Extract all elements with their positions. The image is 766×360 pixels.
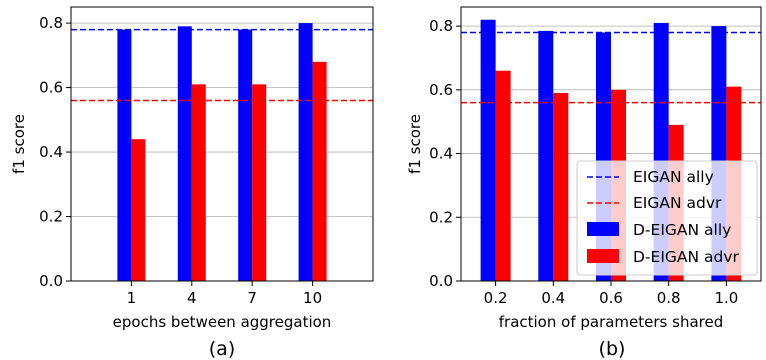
y-tick-label: 0.2 xyxy=(39,208,63,226)
legend-box xyxy=(576,160,758,276)
legend-label: EIGAN advr xyxy=(633,194,722,212)
x-tick-label: 0.6 xyxy=(599,289,623,307)
y-axis-label: f1 score xyxy=(10,114,28,174)
y-tick-label: 0.4 xyxy=(429,145,453,163)
y-tick-label: 0.6 xyxy=(39,79,63,97)
legend-label: D-EIGAN ally xyxy=(633,221,731,239)
bar-ally-0.4 xyxy=(538,30,554,281)
y-axis-label: f1 score xyxy=(406,114,424,174)
y-tick-label: 0.8 xyxy=(39,14,63,32)
plot-frame xyxy=(70,6,374,282)
bar-ally-4 xyxy=(177,26,192,282)
x-tick-label: 0.4 xyxy=(541,289,565,307)
x-tick-label: 10 xyxy=(303,289,322,307)
bar-advr-7 xyxy=(252,84,267,281)
bar-ally-10 xyxy=(298,23,313,282)
bar-advr-0.2 xyxy=(495,70,511,281)
legend-label: D-EIGAN advr xyxy=(633,248,740,266)
x-axis-label: epochs between aggregation xyxy=(113,313,332,331)
legend-swatch-d-eigan-advr xyxy=(587,249,619,263)
x-tick-label: 0.8 xyxy=(657,289,681,307)
y-tick-label: 0.0 xyxy=(429,272,453,290)
y-tick-label: 0.8 xyxy=(429,17,453,35)
bar-ally-7 xyxy=(238,29,253,282)
chart-b: 0.0 0.2 0.4 0.6 0.8 0.2 0.4 0.6 0.8 1.0 fraction o… xyxy=(406,6,762,360)
subfigure-caption: (b) xyxy=(599,338,626,360)
x-tick-label: 0.2 xyxy=(484,289,508,307)
y-tick-label: 0.4 xyxy=(39,143,63,161)
bar-ally-0.2 xyxy=(480,19,496,281)
bar-advr-4 xyxy=(191,84,206,281)
bar-advr-1 xyxy=(131,139,146,281)
y-tick-label: 0.2 xyxy=(429,208,453,226)
bar-advr-10 xyxy=(312,61,327,281)
x-tick-label: 1.0 xyxy=(714,289,738,307)
x-tick-label: 1 xyxy=(127,289,137,307)
x-axis-label: fraction of parameters shared xyxy=(499,313,724,331)
x-tick-label: 4 xyxy=(187,289,197,307)
x-tick-label: 7 xyxy=(247,289,257,307)
chart-a: 0.0 0.2 0.4 0.6 0.8 1 4 7 10 epochs between aggre… xyxy=(10,6,374,360)
y-tick-label: 0.6 xyxy=(429,81,453,99)
subfigure-caption: (a) xyxy=(209,338,235,360)
bar-ally-1 xyxy=(117,29,132,282)
bar-advr-0.4 xyxy=(553,93,569,281)
legend-label: EIGAN ally xyxy=(633,168,714,186)
y-tick-label: 0.0 xyxy=(39,272,63,290)
legend: EIGAN ally EIGAN advr D-EIGAN ally D-EIGAN … xyxy=(576,160,758,276)
legend-swatch-d-eigan-ally xyxy=(587,222,619,236)
